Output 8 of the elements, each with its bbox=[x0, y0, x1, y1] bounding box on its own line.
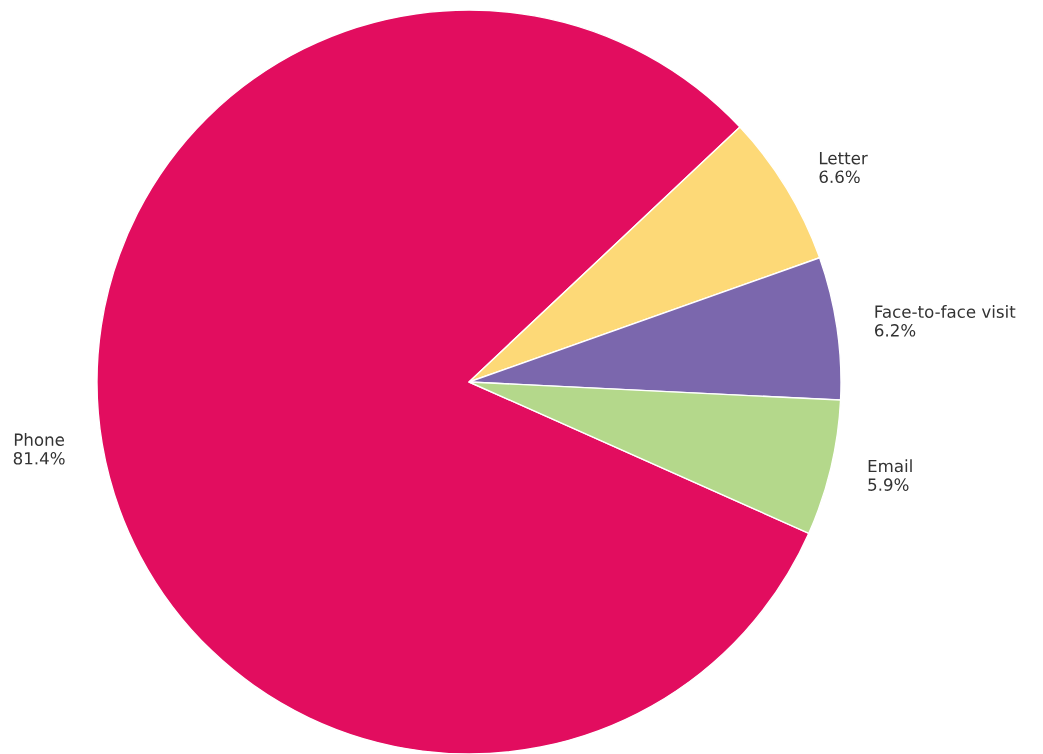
data-label: 5.9% bbox=[868, 478, 909, 491]
slice-label: Phone bbox=[14, 433, 65, 446]
slice-label: Face-to-face visit bbox=[875, 305, 1016, 318]
slice-label: Email bbox=[868, 459, 912, 473]
data-label: 81.4% bbox=[13, 451, 65, 465]
data-label: 6.2% bbox=[875, 324, 916, 337]
data-label: 6.6% bbox=[819, 170, 860, 184]
slice-label: Letter bbox=[819, 152, 868, 165]
